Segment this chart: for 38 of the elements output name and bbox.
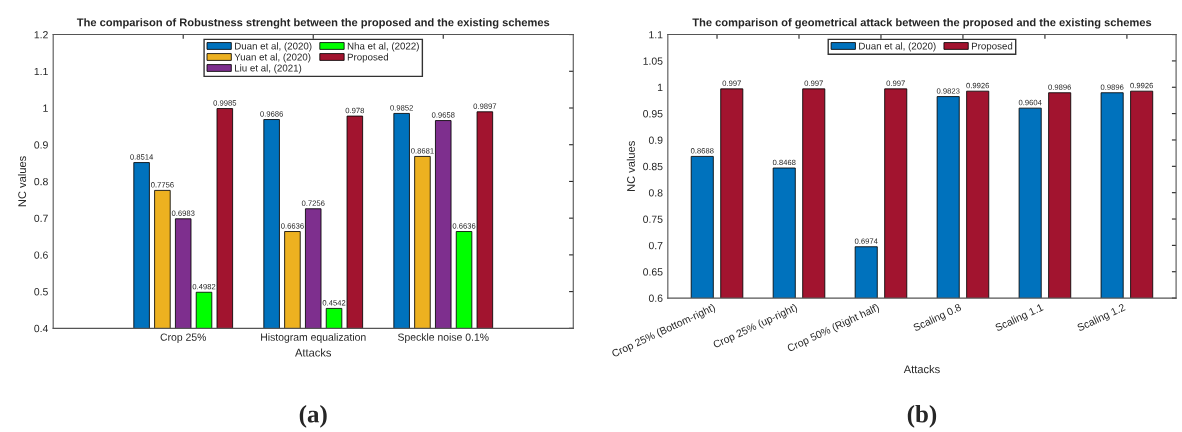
chart-title: The comparison of Robustness strenght between the proposed and the existing schemes: [76, 18, 550, 29]
text: (b): [907, 405, 937, 428]
y-tick-label: 0.65: [643, 268, 663, 276]
legend-label: Proposed: [971, 42, 1013, 52]
y-tick-label: 0.95: [643, 110, 663, 118]
y-tick-label: 0.6: [34, 251, 48, 259]
y-tick-label: 0.8: [34, 177, 48, 186]
y-tick-label: 1: [657, 83, 663, 92]
x-tick-label: Speckle noise 0.1%: [397, 333, 489, 343]
y-tick-label: 1.05: [643, 57, 663, 65]
legend-label: Yuan et al, (2020): [234, 53, 311, 63]
x-axis-title: Attacks: [903, 365, 940, 374]
y-tick-label: 0.7: [648, 241, 663, 250]
legend-label: Duan et al, (2020): [859, 42, 936, 52]
x-tick-label: Crop 25%: [160, 333, 206, 343]
text: (a): [299, 405, 327, 428]
y-tick-label: 0.4: [34, 324, 49, 333]
y-tick-label: 0.8: [648, 189, 663, 197]
legend-label: Proposed: [347, 53, 389, 63]
x-tick-label: Histogram equalization: [261, 333, 366, 343]
y-tick-label: 1.1: [649, 31, 663, 39]
legend-label: Nha et al, (2022): [347, 42, 419, 52]
y-tick-label: 1.1: [34, 67, 48, 76]
chart-title: The comparison of geometrical attack between the proposed and the existing schemes: [692, 18, 1152, 29]
y-tick-label: 0.7: [34, 214, 48, 223]
x-axis-title: Attacks: [295, 348, 332, 357]
y-tick-label: 1: [43, 104, 48, 112]
y-tick-label: 0.85: [643, 162, 663, 171]
y-tick-label: 0.9: [648, 136, 663, 144]
y-tick-label: 0.5: [34, 288, 48, 296]
legend-label: Liu et al, (2021): [235, 64, 302, 74]
y-tick-label: 0.9: [34, 141, 48, 149]
y-tick-label: 1.2: [34, 31, 48, 39]
legend-label: Duan et al, (2020): [235, 42, 312, 52]
y-tick-label: 0.75: [643, 215, 663, 223]
y-tick-label: 0.6: [648, 294, 663, 302]
y-axis-title: NC values: [17, 156, 27, 207]
y-axis-title: NC values: [626, 141, 635, 192]
